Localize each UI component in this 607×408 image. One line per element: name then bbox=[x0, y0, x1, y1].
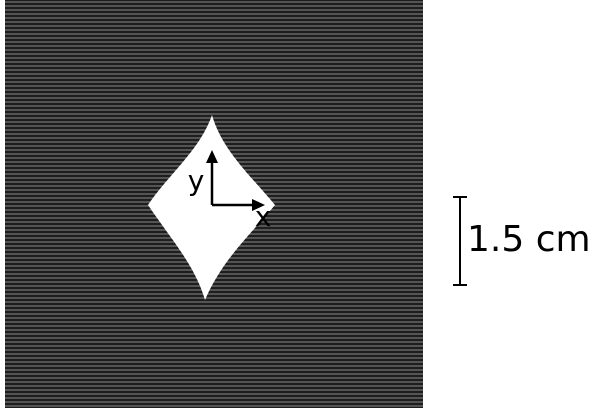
scale-bar-label: 1.5 cm bbox=[467, 219, 591, 260]
scale-bar bbox=[453, 197, 467, 285]
page: y x 1.5 cm (() => { const data = JSON.pa… bbox=[0, 0, 607, 408]
x-axis-label: x bbox=[255, 200, 272, 233]
figure: y x 1.5 cm bbox=[0, 0, 607, 408]
y-axis-label: y bbox=[188, 164, 205, 197]
